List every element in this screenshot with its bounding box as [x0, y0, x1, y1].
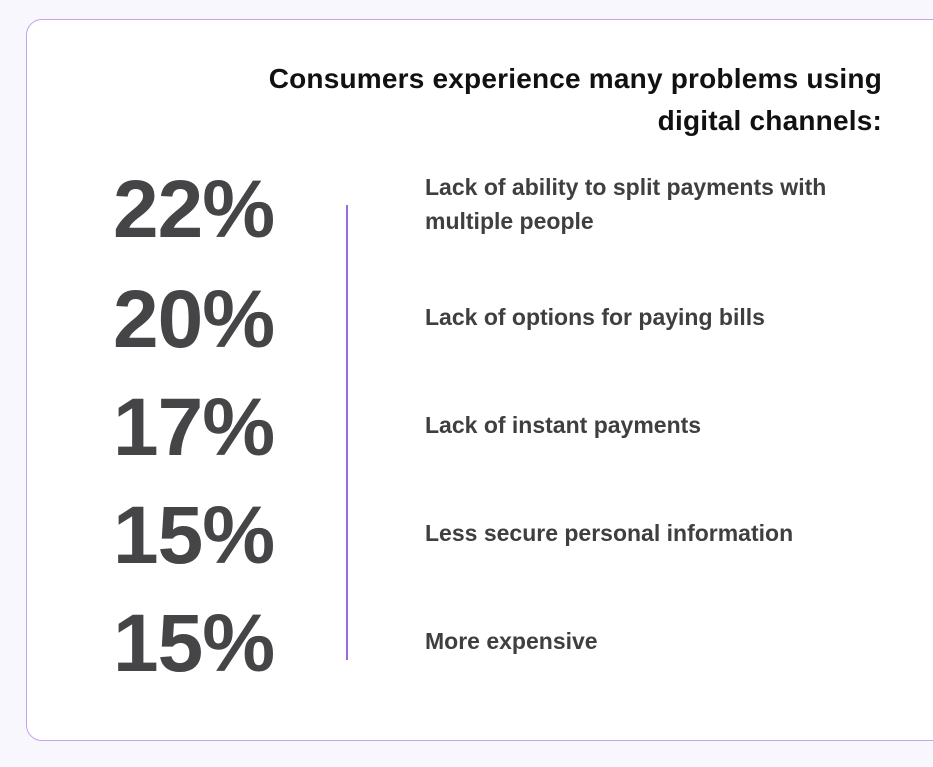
card-title: Consumers experience many problems using…	[268, 63, 882, 136]
stat-percent: 22%	[113, 164, 275, 255]
stat-label: Lack of instant payments	[425, 412, 702, 438]
stats-card	[26, 19, 933, 741]
stat-row: 22% Lack of ability to split payments wi…	[0, 160, 933, 260]
stat-row: 15% More expensive	[0, 594, 933, 694]
stat-label: More expensive	[425, 628, 598, 654]
stat-label: Less secure personal information	[425, 520, 794, 546]
stat-percent: 17%	[113, 382, 275, 473]
stat-percent: 15%	[113, 598, 275, 689]
stat-row: 17% Lack of instant payments	[0, 378, 933, 478]
stat-percent: 20%	[113, 274, 275, 365]
stat-row: 15% Less secure personal information	[0, 486, 933, 586]
vertical-divider	[346, 205, 348, 660]
stat-row: 20% Lack of options for paying bills	[0, 270, 933, 370]
stat-label: Lack of ability to split payments with m…	[425, 174, 827, 234]
stat-percent: 15%	[113, 490, 275, 581]
stat-label: Lack of options for paying bills	[425, 304, 765, 330]
